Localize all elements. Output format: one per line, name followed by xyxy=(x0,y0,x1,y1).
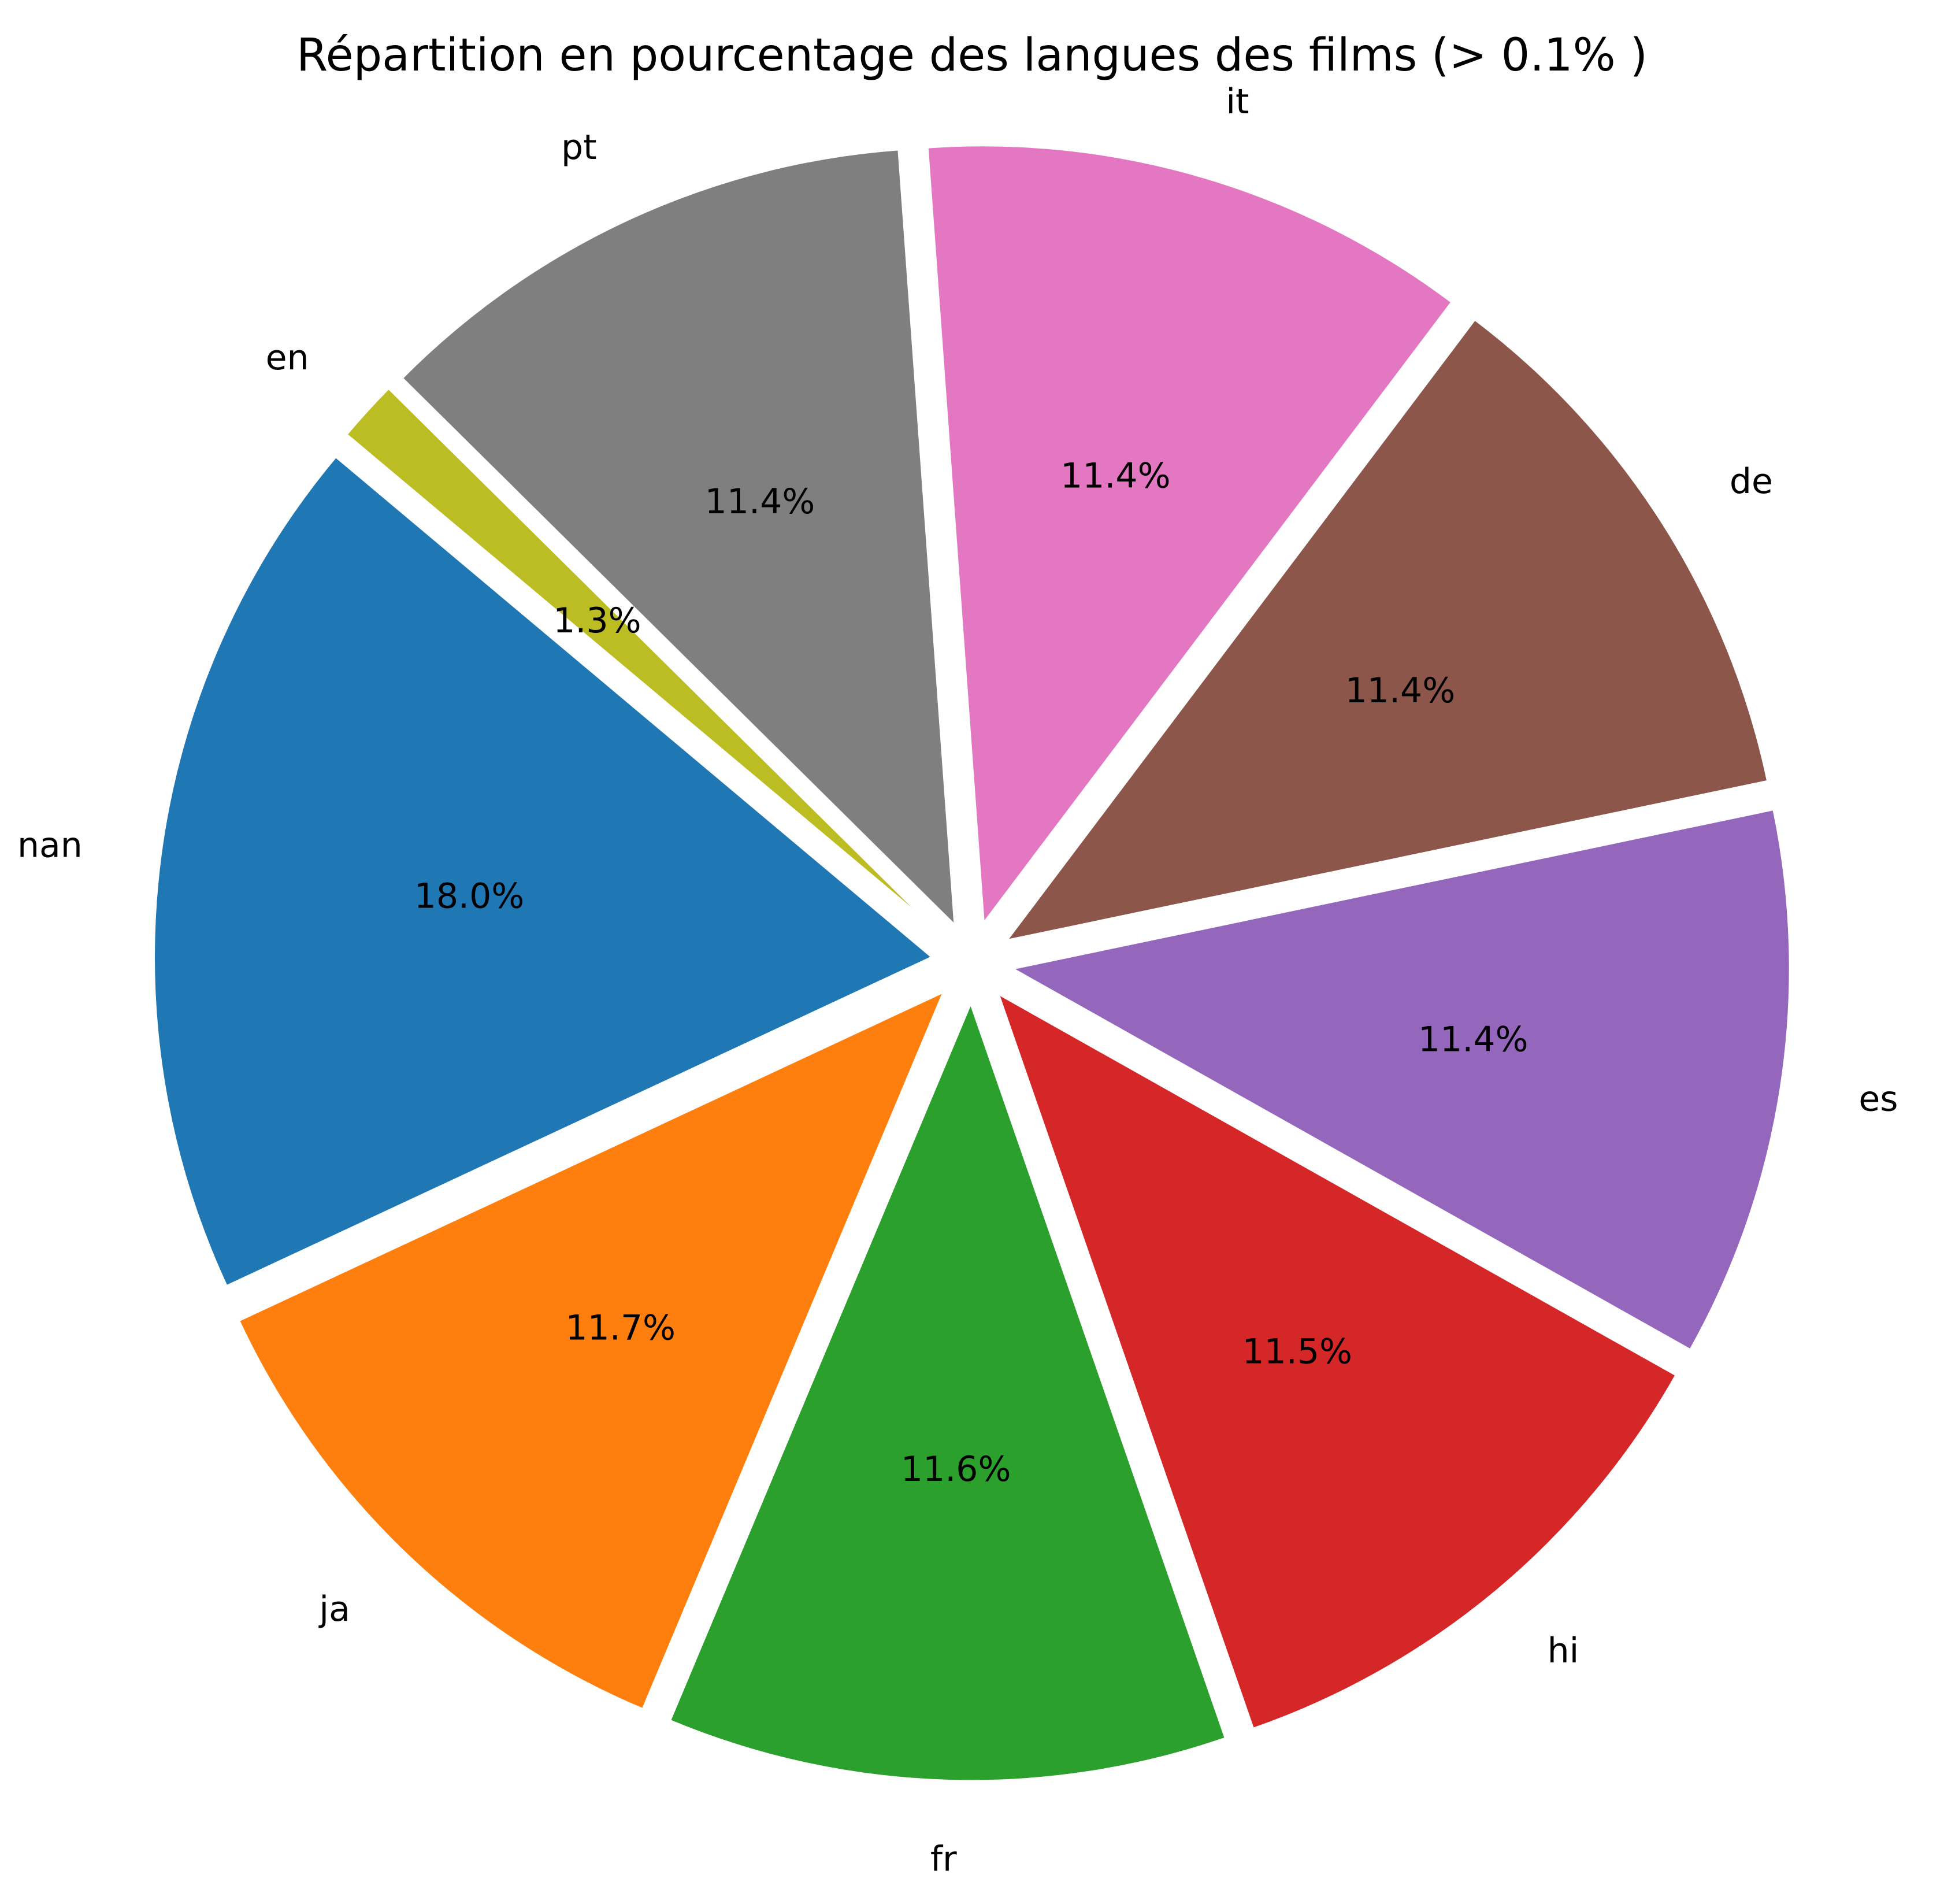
slice-es xyxy=(1006,806,1793,1354)
slice-pt xyxy=(398,147,958,932)
slice-ja xyxy=(235,987,948,1713)
slice-label-en: en xyxy=(266,338,309,378)
pct-label-nan: 18.0% xyxy=(414,876,525,916)
pct-label-es: 11.4% xyxy=(1418,1020,1529,1060)
slice-label-es: es xyxy=(1858,1079,1898,1120)
slice-en xyxy=(343,384,945,938)
slice-label-fr: fr xyxy=(930,1839,957,1880)
slice-label-de: de xyxy=(1730,461,1773,502)
pct-label-pt: 11.4% xyxy=(705,481,815,522)
slice-label-pt: pt xyxy=(561,127,597,168)
pct-label-ja: 11.7% xyxy=(565,1307,676,1348)
slice-nan xyxy=(151,453,937,1290)
slice-it xyxy=(925,143,1456,930)
slice-hi xyxy=(993,988,1680,1732)
pct-label-de: 11.4% xyxy=(1345,671,1456,711)
slice-label-ja: ja xyxy=(318,1589,350,1629)
slice-de xyxy=(1000,316,1771,944)
slice-label-it: it xyxy=(1226,82,1249,122)
pct-label-hi: 11.5% xyxy=(1242,1331,1352,1372)
pie-slices xyxy=(151,143,1793,1784)
pct-label-fr: 11.6% xyxy=(901,1449,1011,1490)
pct-label-it: 11.4% xyxy=(1060,455,1171,496)
pct-label-en: 1.3% xyxy=(553,601,641,641)
pie-labels: 18.0% nan 11.7% ja 11.6% fr 11.5% hi 11.4% es 11.4… xyxy=(17,82,1898,1880)
chart-title: Répartition en pourcentage des langues d… xyxy=(296,29,1648,82)
slice-fr xyxy=(666,997,1229,1784)
slice-label-nan: nan xyxy=(17,825,83,865)
slice-label-hi: hi xyxy=(1548,1631,1579,1671)
